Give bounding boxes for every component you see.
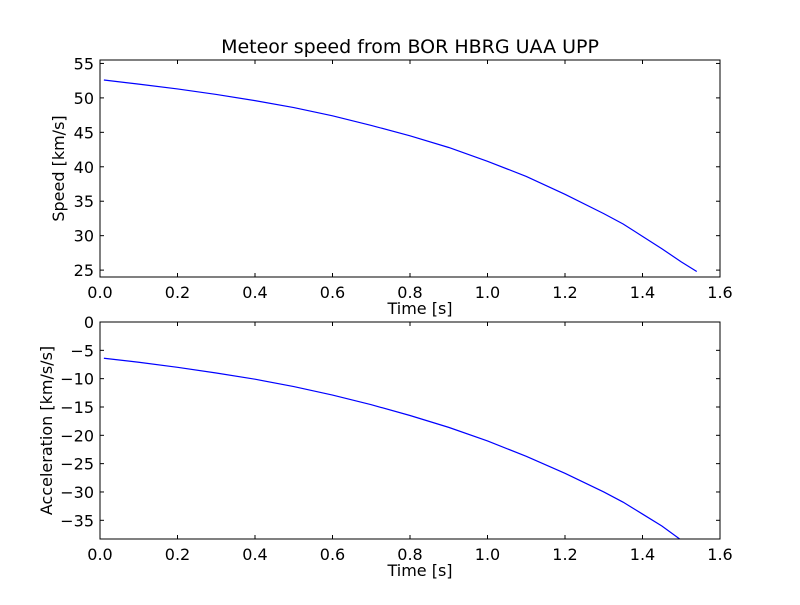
acceleration-y-tick-label: 0 (84, 313, 94, 332)
acceleration-y-tick-label: −5 (70, 341, 94, 360)
acceleration-x-tick-label: 1.0 (475, 545, 500, 564)
speed-y-tick-label: 55 (74, 54, 94, 73)
acceleration-x-tick-label: 1.6 (707, 545, 732, 564)
speed-x-tick-label: 0.8 (397, 283, 422, 302)
speed-y-tick-label: 50 (74, 89, 94, 108)
acceleration-x-tick-label: 0.8 (397, 545, 422, 564)
speed-y-tick-label: 30 (74, 227, 94, 246)
acceleration-x-axis-title: Time [s] (386, 561, 452, 580)
speed-y-tick-label: 45 (74, 123, 94, 142)
speed-y-tick-label: 25 (74, 261, 94, 280)
acceleration-x-tick-label: 0.4 (242, 545, 267, 564)
acceleration-x-tick-label: 0.6 (320, 545, 345, 564)
speed-y-axis-title: Speed [km/s] (49, 115, 68, 221)
acceleration-x-tick-label: 1.2 (552, 545, 577, 564)
speed-x-tick-label: 1.0 (475, 283, 500, 302)
acceleration-y-axis-title: Acceleration [km/s/s] (37, 346, 56, 515)
speed-x-axis-title: Time [s] (386, 299, 452, 318)
acceleration-series-line (103, 357, 681, 539)
speed-x-tick-label: 1.4 (630, 283, 655, 302)
speed-x-tick-label: 1.2 (552, 283, 577, 302)
acceleration-y-tick-label: −35 (60, 511, 94, 530)
acceleration-x-tick-label: 0.0 (87, 545, 112, 564)
acceleration-y-tick-label: −30 (60, 483, 94, 502)
speed-y-tick-label: 35 (74, 192, 94, 211)
speed-x-tick-label: 0.6 (320, 283, 345, 302)
chart-title: Meteor speed from BOR HBRG UAA UPP (221, 36, 599, 58)
acceleration-y-tick-label: −10 (60, 370, 94, 389)
acceleration-y-tick-label: −20 (60, 426, 94, 445)
acceleration-x-tick-label: 1.4 (630, 545, 655, 564)
speed-series-line (103, 79, 698, 272)
speed-x-tick-label: 0.2 (165, 283, 190, 302)
acceleration-y-tick-label: −25 (60, 455, 94, 474)
speed-y-tick-label: 40 (74, 158, 94, 177)
acceleration-y-tick-label: −15 (60, 398, 94, 417)
speed-x-tick-label: 1.6 (707, 283, 732, 302)
speed-x-tick-label: 0.4 (242, 283, 267, 302)
acceleration-x-tick-label: 0.2 (165, 545, 190, 564)
speed-x-tick-label: 0.0 (87, 283, 112, 302)
